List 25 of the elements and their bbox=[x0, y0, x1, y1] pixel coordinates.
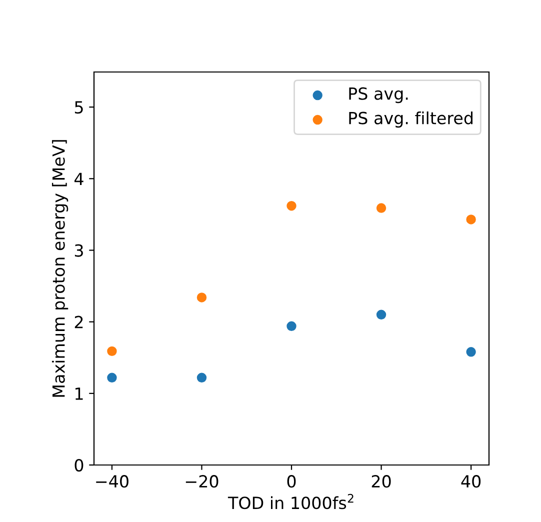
y-tick-label: 2 bbox=[74, 316, 83, 328]
point bbox=[466, 214, 476, 224]
point bbox=[286, 201, 296, 211]
x-tick-label: 0 bbox=[287, 475, 296, 488]
y-tick-label: 1 bbox=[76, 388, 83, 400]
point bbox=[286, 321, 296, 331]
point bbox=[376, 203, 386, 213]
point bbox=[466, 347, 476, 357]
y-tick-label: 0 bbox=[74, 458, 84, 472]
x-tick-label: 20 bbox=[372, 475, 391, 488]
x-axis-title: TOD in 1000fs$^{2}$ bbox=[228, 494, 354, 510]
y-tick-label: 5 bbox=[74, 101, 83, 114]
x-tick-label: −20 bbox=[186, 475, 218, 488]
point bbox=[196, 372, 207, 383]
legend-label: PS avg. bbox=[349, 87, 408, 104]
y-tick-label: 3 bbox=[74, 244, 83, 257]
x-tick-label: −40 bbox=[96, 475, 128, 488]
point bbox=[196, 292, 207, 302]
point bbox=[376, 310, 386, 320]
x-tick-label: 40 bbox=[461, 475, 481, 488]
point bbox=[107, 346, 117, 356]
legend-label: PS avg. filtered bbox=[349, 111, 472, 128]
y-axis-title: Maximum proton energy [MeV] bbox=[52, 140, 68, 397]
point bbox=[107, 372, 117, 383]
y-tick-label: 4 bbox=[74, 172, 84, 185]
